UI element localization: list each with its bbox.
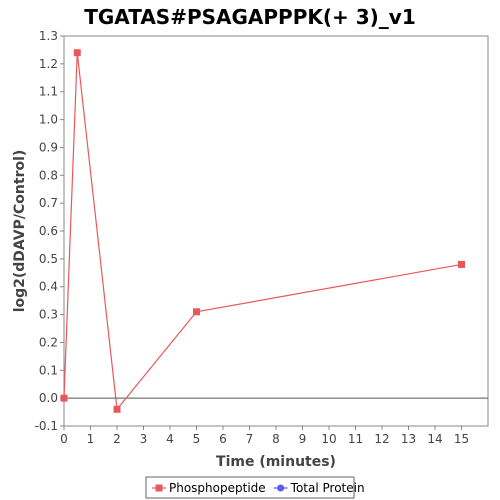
y-tick-label: 0.8 — [39, 168, 58, 182]
legend-label: Phosphopeptide — [169, 481, 266, 495]
y-tick-label: 0.7 — [39, 196, 58, 210]
y-tick-label: 0.3 — [39, 308, 58, 322]
x-tick-label: 12 — [374, 432, 389, 446]
legend-marker-square — [155, 484, 163, 492]
y-tick-label: 0.2 — [39, 335, 58, 349]
y-tick-label: 0.0 — [39, 391, 58, 405]
y-axis: -0.1 0.0 0.1 0.2 0.3 0.4 0.5 0.6 0.7 0.8 0.9 1.0 1.1… — [35, 29, 64, 433]
x-tick-label: 4 — [166, 432, 174, 446]
y-tick-label: 0.1 — [39, 363, 58, 377]
data-point — [193, 308, 200, 316]
x-tick-label: 8 — [272, 432, 280, 446]
y-tick-label: 0.5 — [39, 252, 58, 266]
x-tick-label: 3 — [140, 432, 148, 446]
y-tick-label: -0.1 — [35, 419, 58, 433]
y-axis-label: log2(dDAVP/Control) — [12, 150, 28, 313]
x-tick-label: 13 — [401, 432, 416, 446]
data-point — [73, 49, 81, 57]
chart-title: TGATAS#PSAGAPPPK(+ 3)_v1 — [84, 5, 416, 29]
data-point — [60, 394, 68, 402]
series-group — [60, 49, 465, 413]
y-tick-label: 1.0 — [39, 113, 58, 127]
x-tick-label: 15 — [454, 432, 469, 446]
y-tick-label: 0.6 — [39, 224, 58, 238]
y-tick-label: 1.3 — [39, 29, 58, 43]
x-tick-label: 6 — [219, 432, 227, 446]
plot-border — [63, 35, 489, 427]
y-tick-label: 0.9 — [39, 140, 58, 154]
x-tick-label: 0 — [60, 432, 68, 446]
x-tick-label: 5 — [193, 432, 201, 446]
plot-area — [63, 35, 489, 427]
x-tick-label: 10 — [321, 432, 336, 446]
x-tick-label: 2 — [113, 432, 121, 446]
x-tick-label: 11 — [348, 432, 363, 446]
x-tick-label: 1 — [87, 432, 95, 446]
y-tick-label: 0.4 — [39, 280, 58, 294]
data-point — [458, 260, 465, 268]
x-axis-label: Time (minutes) — [216, 454, 336, 470]
x-tick-label: 14 — [427, 432, 442, 446]
legend-label: Total Protein — [290, 481, 365, 495]
legend: Phosphopeptide Total Protein — [145, 476, 365, 499]
legend-marker-circle — [277, 484, 285, 492]
y-tick-label: 1.1 — [39, 85, 58, 99]
x-tick-label: 9 — [299, 432, 307, 446]
data-point — [113, 405, 121, 413]
y-tick-label: 1.2 — [39, 57, 58, 71]
legend-box — [145, 476, 355, 499]
x-tick-label: 7 — [246, 432, 254, 446]
x-axis: 0 1 2 3 4 5 6 7 8 9 10 11 12 13 14 15 — [60, 426, 469, 446]
